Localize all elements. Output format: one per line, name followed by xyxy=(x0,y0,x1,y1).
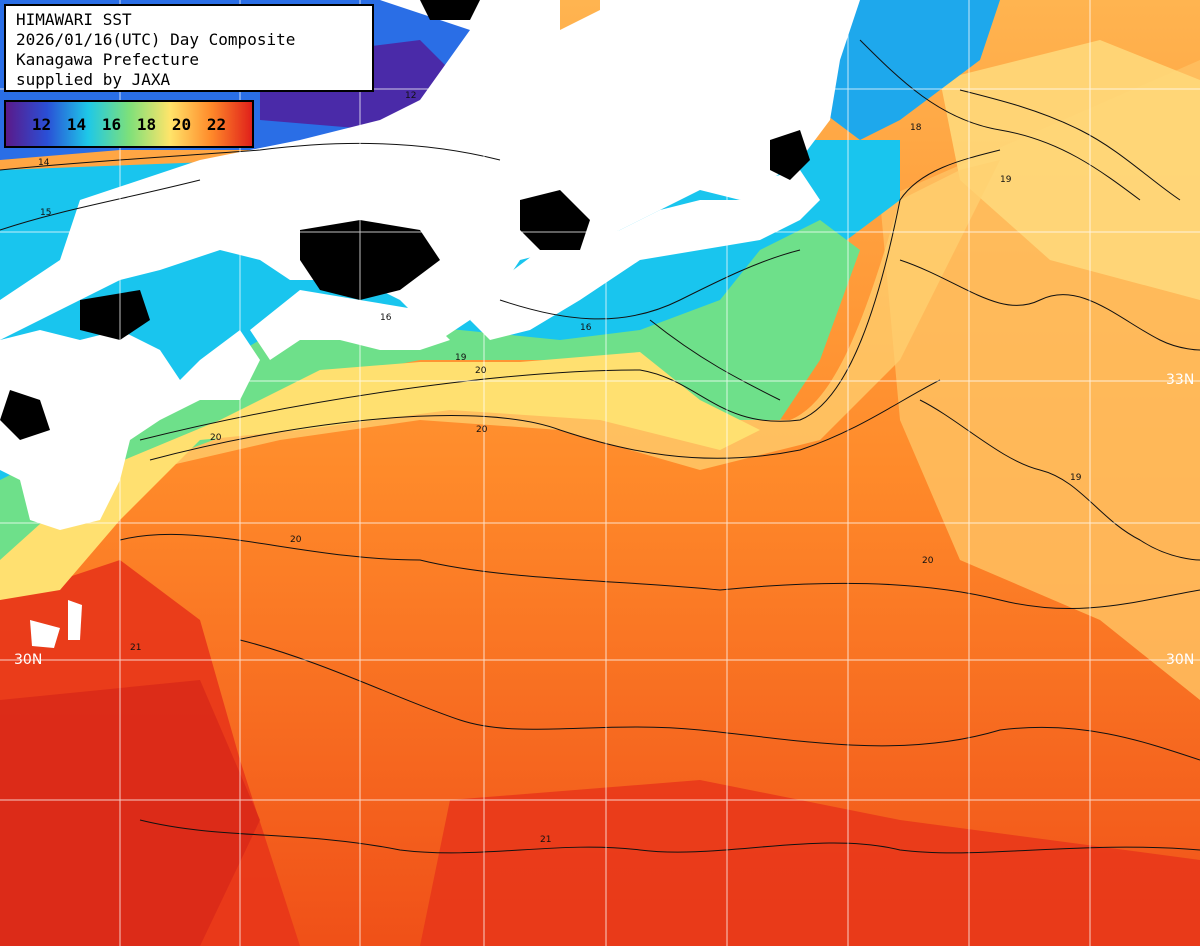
land-tanegashima xyxy=(30,620,60,648)
contour-label: 19 xyxy=(455,353,467,363)
contour-label: 21 xyxy=(540,835,551,845)
contour-label: 20 xyxy=(210,433,222,443)
contour-label: 12 xyxy=(405,91,416,101)
legend-tick: 14 xyxy=(66,114,87,134)
land-honshu xyxy=(0,0,860,340)
lat-label-33n-right: 33N xyxy=(1166,372,1195,388)
cloud-seto-2 xyxy=(300,220,440,300)
lon-label-136e: 136E xyxy=(486,6,502,42)
contour-label: 20 xyxy=(922,556,934,566)
legend-tick: 12 xyxy=(31,114,52,134)
lat-label-30n-left: 30N xyxy=(14,652,43,668)
contour-label: 20 xyxy=(290,535,302,545)
northeast-cold-water xyxy=(800,0,1000,140)
contour-label: 14 xyxy=(38,158,50,168)
cloud-ise xyxy=(770,130,810,180)
lat-label-33n-left: 33N xyxy=(14,372,43,388)
lat-label-30n-right: 30N xyxy=(1166,652,1195,668)
contour-label: 15 xyxy=(40,208,51,218)
color-legend: 12 14 16 18 20 22 xyxy=(4,100,254,148)
contour-label: 20 xyxy=(476,425,488,435)
contour-label: 19 xyxy=(1000,175,1012,185)
legend-tick: 20 xyxy=(171,114,192,134)
hot-water-south xyxy=(420,780,1200,946)
legend-tick: 18 xyxy=(136,114,157,134)
contour-label: 16 xyxy=(380,313,392,323)
contour-value-labels: 12 14 15 16 16 18 19 19 20 20 20 20 20 2… xyxy=(38,91,1082,845)
legend-tick: 16 xyxy=(101,114,122,134)
land-kii xyxy=(470,170,820,340)
land-shikoku xyxy=(250,290,450,360)
contour-label: 18 xyxy=(910,123,922,133)
land-kyushu xyxy=(0,330,260,530)
title-line-4: supplied by JAXA xyxy=(16,70,171,89)
coastal-yellow-water xyxy=(0,352,760,600)
title-line-3: Kanagawa Prefecture xyxy=(16,50,200,69)
legend-tick: 22 xyxy=(206,114,227,134)
title-line-1: HIMAWARI SST xyxy=(16,10,132,29)
cloud-kii-1 xyxy=(520,190,590,250)
cloud-north-1 xyxy=(420,0,480,20)
contour-label: 19 xyxy=(1070,473,1082,483)
land-yakushima xyxy=(68,600,82,640)
cloud-kyushu xyxy=(0,390,50,440)
contour-lines xyxy=(0,39,1200,854)
hot-water-southwest xyxy=(0,680,260,946)
title-line-2: 2026/01/16(UTC) Day Composite xyxy=(16,30,296,49)
contour-label: 21 xyxy=(130,643,141,653)
cloud-seto-1 xyxy=(80,290,150,340)
cool-yellow-northeast xyxy=(940,40,1200,300)
title-box: HIMAWARI SST 2026/01/16(UTC) Day Composi… xyxy=(4,4,374,92)
contour-label: 20 xyxy=(475,366,487,376)
contour-label: 16 xyxy=(580,323,592,333)
